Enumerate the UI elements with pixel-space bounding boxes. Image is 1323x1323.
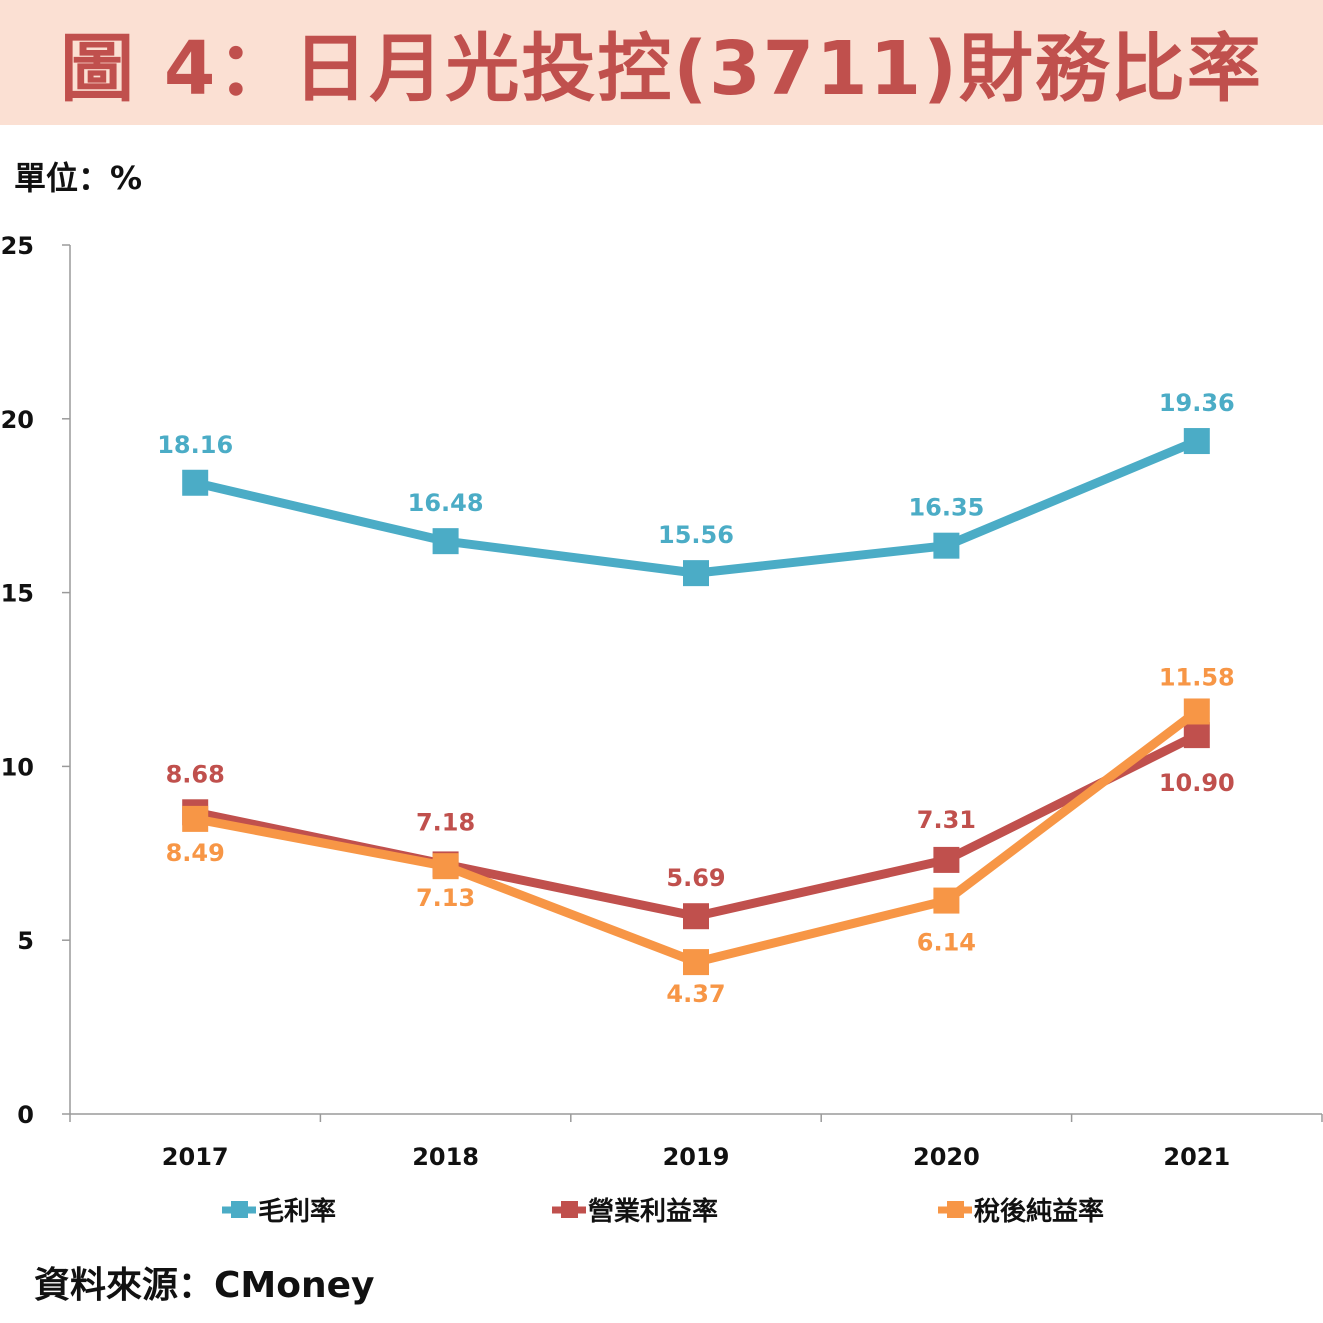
data-label: 16.35: [908, 494, 984, 522]
y-tick-label: 10: [1, 753, 34, 781]
data-label: 10.90: [1159, 769, 1235, 797]
legend-label: 毛利率: [258, 1196, 336, 1227]
legend-swatch-marker: [561, 1201, 578, 1218]
data-label: 8.49: [166, 839, 225, 867]
data-label: 7.18: [416, 808, 475, 836]
title-banner: 圖 4：日月光投控(3711)財務比率: [0, 0, 1323, 125]
data-label: 18.16: [157, 431, 233, 459]
x-tick-label: 2020: [913, 1143, 980, 1171]
data-point-marker: [683, 560, 709, 587]
data-label: 7.13: [416, 884, 475, 912]
data-point-marker: [683, 949, 709, 976]
chart-title: 圖 4：日月光投控(3711)財務比率: [60, 26, 1263, 112]
x-tick-label: 2017: [162, 1143, 229, 1171]
legend-swatch-marker: [947, 1201, 964, 1218]
series-line: [190, 436, 1202, 578]
y-tick-label: 20: [1, 406, 34, 434]
data-point-marker: [1183, 428, 1210, 455]
data-label: 15.56: [658, 521, 734, 549]
data-label: 6.14: [917, 929, 976, 957]
data-label: 5.69: [666, 864, 725, 892]
y-tick-label: 25: [1, 232, 34, 260]
data-point-marker: [933, 887, 960, 914]
data-point-marker: [182, 805, 209, 832]
data-point-marker: [432, 853, 459, 880]
source-note: 資料來源：CMoney: [34, 1265, 375, 1306]
data-label: 11.58: [1159, 663, 1235, 691]
data-label: 19.36: [1159, 389, 1235, 417]
y-tick-label: 5: [17, 927, 34, 955]
legend-swatch-marker: [231, 1201, 248, 1218]
data-point-marker: [933, 846, 960, 873]
x-tick-label: 2021: [1163, 1143, 1230, 1171]
data-point-marker: [933, 532, 960, 559]
y-tick-label: 0: [17, 1101, 34, 1129]
data-point-marker: [1183, 698, 1210, 725]
legend-label: 營業利益率: [588, 1196, 718, 1227]
legend-label: 稅後純益率: [974, 1196, 1104, 1227]
x-tick-label: 2018: [412, 1143, 479, 1171]
x-tick-label: 2019: [663, 1143, 730, 1171]
y-tick-label: 15: [1, 580, 34, 608]
data-label: 16.48: [408, 489, 484, 517]
data-label: 7.31: [917, 806, 976, 834]
data-label: 8.68: [166, 760, 225, 788]
unit-label: 單位：%: [14, 159, 143, 197]
data-point-marker: [432, 528, 459, 555]
data-point-marker: [1183, 722, 1210, 749]
data-point-marker: [182, 469, 209, 496]
data-point-marker: [683, 903, 709, 930]
data-label: 4.37: [666, 980, 725, 1008]
